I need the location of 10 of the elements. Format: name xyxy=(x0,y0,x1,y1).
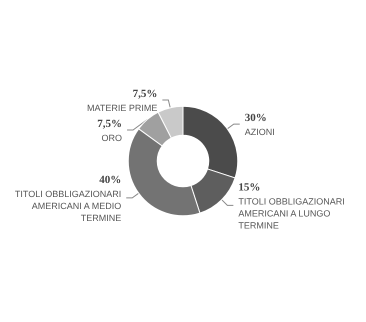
data-label: 30% xyxy=(244,112,267,124)
slice-label: AZIONI xyxy=(244,127,275,138)
slice-label: ORO xyxy=(102,132,122,143)
data-label: 7,5% xyxy=(97,118,122,130)
slice-label: MATERIE PRIME xyxy=(87,102,158,113)
slice-label: TITOLI OBBLIGAZIONARI AMERICANI A LUNGO TERMINE xyxy=(238,196,345,230)
slice-label: TITOLI OBBLIGAZIONARI AMERICANI A MEDIO TERMINE xyxy=(14,188,122,223)
data-label: 15% xyxy=(238,181,260,194)
data-label: 7,5% xyxy=(132,88,158,100)
data-label: 40% xyxy=(99,174,122,186)
